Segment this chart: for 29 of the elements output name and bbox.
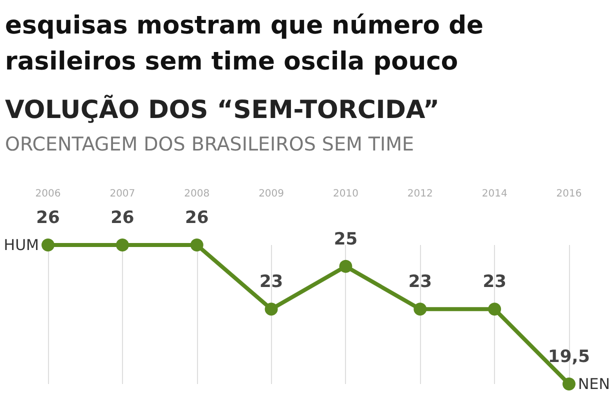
x-tick-label: 2016 bbox=[556, 188, 582, 200]
point bbox=[488, 302, 502, 316]
data-label: 26 bbox=[110, 208, 134, 228]
point bbox=[264, 302, 278, 316]
data-label: 26 bbox=[36, 208, 60, 228]
text: ORCENTAGEM DOS BRASILEIROS SEM TIME bbox=[5, 134, 414, 156]
x-tick-label: 2014 bbox=[482, 188, 508, 200]
x-tick-label: 2006 bbox=[35, 188, 61, 200]
data-label: 23 bbox=[408, 272, 432, 292]
point bbox=[42, 238, 54, 252]
point bbox=[562, 378, 576, 390]
x-tick-label: 2008 bbox=[184, 188, 210, 200]
annotation: NEN bbox=[578, 375, 610, 393]
chart-title: esquisas mostram que número de rasileiros sem time oscila pouco bbox=[5, 10, 484, 76]
point bbox=[116, 238, 129, 252]
data-label: 23 bbox=[482, 272, 506, 292]
x-tick-label: 2010 bbox=[332, 188, 358, 200]
annotation: HUM bbox=[4, 236, 39, 254]
data-label: 19,5 bbox=[548, 347, 590, 367]
point bbox=[414, 302, 427, 316]
chart-subtitle: VOLUÇÃO DOS “SEM-TORCIDA” bbox=[5, 94, 440, 124]
data-label: 23 bbox=[259, 272, 284, 292]
data-label: 26 bbox=[185, 208, 209, 228]
x-tick-label: 2007 bbox=[110, 188, 136, 200]
point bbox=[339, 260, 352, 273]
point bbox=[190, 238, 204, 252]
data-label: 25 bbox=[334, 229, 358, 250]
x-tick-label: 2009 bbox=[258, 188, 284, 200]
x-tick-label: 2012 bbox=[407, 188, 433, 200]
